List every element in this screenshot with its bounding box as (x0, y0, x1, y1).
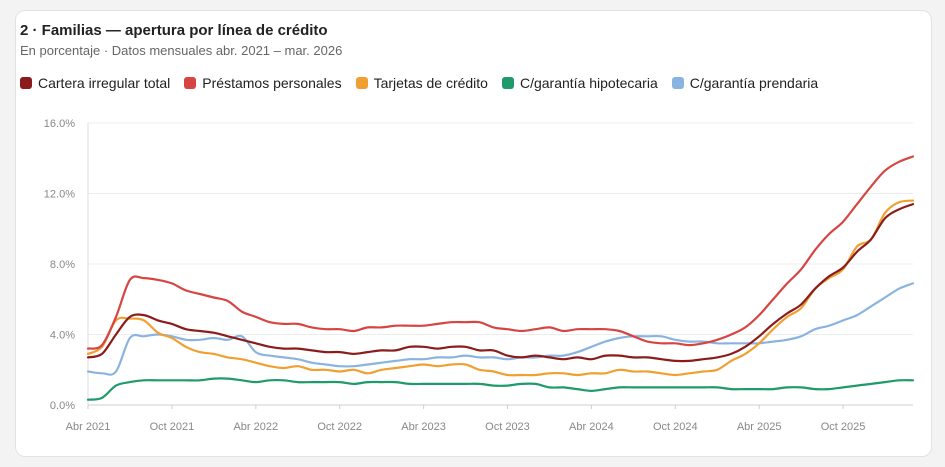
y-tick-label: 16.0% (44, 118, 75, 130)
x-tick-label: Oct 2021 (150, 421, 195, 433)
legend-label: C/garantía prendaria (689, 75, 819, 91)
legend-item-prestamos-personales[interactable]: Préstamos personales (184, 75, 342, 91)
x-tick-label: Oct 2024 (653, 421, 698, 433)
legend-swatch (20, 77, 32, 89)
series-line-garantia-hipotecaria (86, 377, 915, 401)
x-tick-label: Oct 2023 (485, 421, 530, 433)
x-tick-label: Abr 2023 (401, 421, 446, 433)
legend-swatch (355, 77, 368, 89)
x-tick-label: Abr 2021 (66, 421, 111, 433)
series-line-tarjetas-credito (86, 199, 915, 377)
y-tick-label: 12.0% (44, 189, 75, 201)
legend-label: Tarjetas de crédito (373, 75, 488, 91)
chart-subtitle: En porcentaje · Datos mensuales abr. 202… (20, 43, 343, 58)
legend-item-tarjetas-credito[interactable]: Tarjetas de crédito (355, 75, 488, 91)
series-line-cartera-irregular (86, 203, 915, 363)
legend-label: Cartera irregular total (38, 75, 171, 91)
x-tick-label: Oct 2022 (317, 421, 362, 433)
x-tick-label: Oct 2025 (821, 421, 866, 433)
legend-item-garantia-prendaria[interactable]: C/garantía prendaria (671, 75, 819, 91)
x-tick-label: Abr 2024 (569, 421, 614, 433)
legend-swatch (671, 77, 684, 89)
legend-item-garantia-hipotecaria[interactable]: C/garantía hipotecaria (501, 75, 658, 91)
legend-item-cartera-irregular[interactable]: Cartera irregular total (20, 75, 170, 91)
chart-card (15, 10, 932, 457)
x-tick-label: Abr 2022 (233, 421, 278, 433)
x-tick-label: Abr 2025 (737, 421, 782, 433)
y-tick-label: 8.0% (50, 259, 75, 271)
chart-title: 2 · Familias — apertura por línea de cré… (20, 22, 328, 39)
y-tick-label: 4.0% (50, 330, 75, 342)
series-line-prestamos-personales (86, 155, 915, 350)
legend-swatch (184, 77, 197, 89)
legend-label: Préstamos personales (202, 75, 342, 91)
chart-legend: Cartera irregular total Préstamos person… (20, 75, 818, 91)
legend-swatch (501, 77, 514, 89)
legend-label: C/garantía hipotecaria (519, 75, 658, 91)
y-tick-label: 0.0% (50, 400, 75, 412)
series-line-garantia-prendaria (86, 282, 915, 376)
